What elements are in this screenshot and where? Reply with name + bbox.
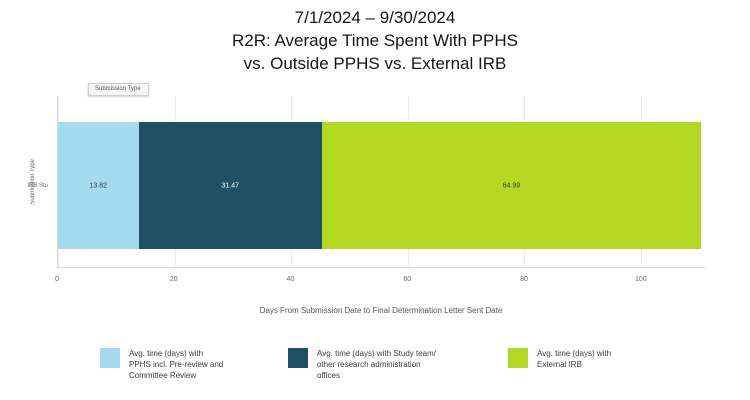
legend-item-external-irb[interactable]: Avg. time (days) with External IRB	[508, 348, 612, 370]
bar-value-label: 31.47	[221, 182, 240, 189]
chart-title-line2: R2R: Average Time Spent With PPHS	[232, 31, 518, 50]
legend-label-study-team: Avg. time (days) with Study team/ other …	[317, 349, 437, 380]
legend-swatch-external-irb	[508, 348, 528, 368]
bar-value-label: 13.82	[89, 182, 108, 189]
x-ticks: 0 20 40 60 80 100	[55, 276, 705, 288]
legend-swatch-pphs	[100, 348, 120, 368]
bar-segment-1[interactable]: 13.82	[58, 122, 139, 249]
legend-label-pphs: Avg. time (days) with PPHS incl. Pre-rev…	[129, 349, 224, 380]
x-tick-label: 0	[55, 276, 59, 283]
chart-title: 7/1/2024 – 9/30/2024 R2R: Average Time S…	[0, 6, 750, 75]
chart-title-line1: 7/1/2024 – 9/30/2024	[294, 8, 456, 27]
x-tick-label: 40	[286, 276, 295, 283]
y-tick-label: IRB Stu	[27, 183, 48, 189]
legend-header-chip: Submission Type	[88, 83, 149, 96]
chart-legend: Avg. time (days) with PPHS incl. Pre-rev…	[0, 348, 750, 394]
legend-swatch-study-team	[288, 348, 308, 368]
x-tick-label: 20	[169, 276, 178, 283]
legend-item-study-team[interactable]: Avg. time (days) with Study team/ other …	[288, 348, 437, 381]
x-axis-title: Days From Submission Date to Final Deter…	[259, 306, 503, 315]
legend-label-external-irb: Avg. time (days) with External IRB	[537, 349, 612, 369]
x-tick-label: 60	[403, 276, 412, 283]
legend-item-pphs[interactable]: Avg. time (days) with PPHS incl. Pre-rev…	[100, 348, 224, 381]
x-tick-label: 80	[520, 276, 528, 283]
x-tick-label: 100	[634, 276, 647, 283]
bar-segment-4[interactable]: 64.99	[321, 122, 701, 249]
chart-title-line3: vs. Outside PPHS vs. External IRB	[243, 54, 507, 73]
bar-segment-2[interactable]: 31.47	[138, 122, 322, 249]
bar-value-label: 64.99	[502, 182, 521, 189]
